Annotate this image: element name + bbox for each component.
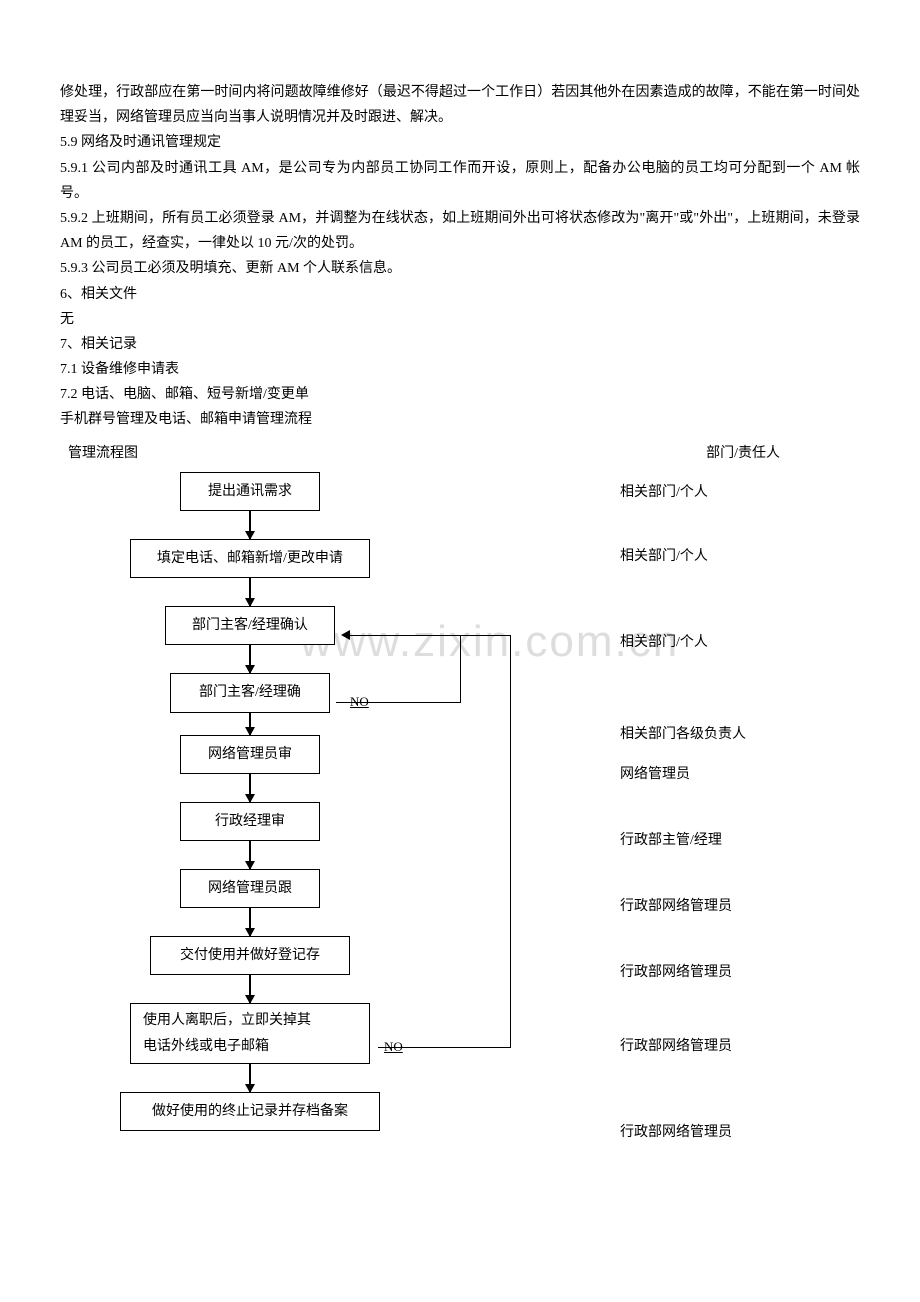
paragraph: 无 — [60, 307, 860, 332]
flow-step: 行政经理审 — [60, 802, 440, 869]
flow-node: 使用人离职后，立即关掉其 电话外线或电子邮箱 — [130, 1003, 370, 1063]
flow-responsible: 行政部网络管理员 — [620, 1120, 732, 1145]
feedback-line-h1 — [348, 635, 460, 636]
feedback-line-v1 — [460, 635, 461, 702]
flow-step: 做好使用的终止记录并存档备案 — [60, 1092, 440, 1131]
flow-step: 提出通讯需求 — [60, 472, 440, 539]
flow-node: 做好使用的终止记录并存档备案 — [120, 1092, 380, 1131]
flow-responsible: 行政部主管/经理 — [620, 828, 722, 853]
feedback-line-v2 — [510, 635, 511, 1047]
paragraph: 7.1 设备维修申请表 — [60, 357, 860, 382]
no-label: NO — [350, 690, 369, 713]
flowchart-header: 管理流程图 部门/责任人 — [60, 441, 860, 466]
flow-step: 网络管理员审 — [60, 735, 440, 802]
paragraph: 手机群号管理及电话、邮箱申请管理流程 — [60, 407, 860, 432]
flow-responsible: 相关部门/个人 — [620, 480, 708, 505]
flow-step: 填定电话、邮箱新增/更改申请 — [60, 539, 440, 606]
flow-step: 网络管理员跟 — [60, 869, 440, 936]
flow-responsible: 行政部网络管理员 — [620, 1034, 732, 1059]
flowchart: 管理流程图 部门/责任人 www.zixin.com.cn NO NO 提出通讯… — [60, 441, 860, 1131]
paragraph: 6、相关文件 — [60, 282, 860, 307]
document-text: 修处理，行政部应在第一时间内将问题故障维修好（最迟不得超过一个工作日）若因其他外… — [60, 80, 860, 433]
flowchart-right-title: 部门/责任人 — [706, 441, 780, 466]
flow-node: 交付使用并做好登记存 — [150, 936, 350, 975]
flowchart-left-title: 管理流程图 — [68, 441, 138, 466]
flow-node-line: 电话外线或电子邮箱 — [143, 1034, 357, 1059]
paragraph: 7、相关记录 — [60, 332, 860, 357]
paragraph: 5.9.2 上班期间，所有员工必须登录 AM，并调整为在线状态，如上班期间外出可… — [60, 206, 860, 256]
flow-responsible: 行政部网络管理员 — [620, 894, 732, 919]
flow-responsible: 行政部网络管理员 — [620, 960, 732, 985]
flow-node: 部门主客/经理确 — [170, 673, 330, 712]
flow-node: 填定电话、邮箱新增/更改申请 — [130, 539, 370, 578]
flow-node-line: 使用人离职后，立即关掉其 — [143, 1008, 357, 1033]
paragraph: 5.9.1 公司内部及时通讯工具 AM，是公司专为内部员工协同工作而开设，原则上… — [60, 156, 860, 206]
flow-step: 交付使用并做好登记存 — [60, 936, 440, 1003]
flow-responsible: 网络管理员 — [620, 762, 690, 787]
no-label: NO — [384, 1035, 403, 1058]
flow-node: 提出通讯需求 — [180, 472, 320, 511]
paragraph: 5.9 网络及时通讯管理规定 — [60, 130, 860, 155]
paragraph: 5.9.3 公司员工必须及明填充、更新 AM 个人联系信息。 — [60, 256, 860, 281]
paragraph: 修处理，行政部应在第一时间内将问题故障维修好（最迟不得超过一个工作日）若因其他外… — [60, 80, 860, 130]
flow-responsible: 相关部门/个人 — [620, 630, 708, 655]
feedback-line-h3 — [460, 635, 510, 636]
flow-step: 部门主客/经理确 — [60, 673, 440, 734]
arrow-left-icon — [341, 630, 350, 640]
flowchart-body: www.zixin.com.cn NO NO 提出通讯需求 相关部门/个人 填定… — [60, 472, 860, 1131]
flow-node: 网络管理员审 — [180, 735, 320, 774]
flow-node: 部门主客/经理确认 — [165, 606, 335, 645]
flow-step: 部门主客/经理确认 — [60, 606, 440, 673]
flow-responsible: 相关部门/个人 — [620, 544, 708, 569]
flow-node: 行政经理审 — [180, 802, 320, 841]
flow-responsible: 相关部门各级负责人 — [620, 722, 746, 747]
paragraph: 7.2 电话、电脑、邮箱、短号新增/变更单 — [60, 382, 860, 407]
flow-node: 网络管理员跟 — [180, 869, 320, 908]
